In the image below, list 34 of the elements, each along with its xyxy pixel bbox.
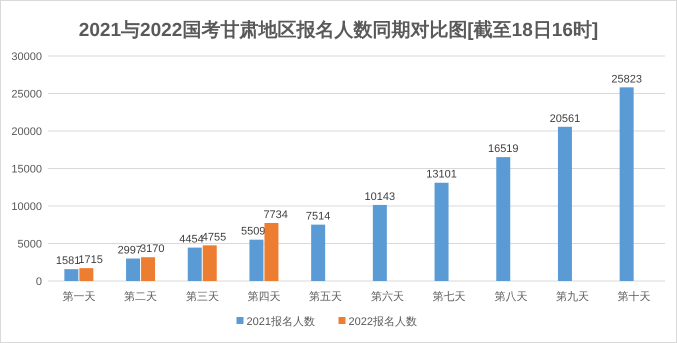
y-tick-label: 15000 <box>11 164 42 176</box>
data-label: 4454 <box>179 234 204 246</box>
x-tick-label: 第八天 <box>494 291 528 303</box>
data-label: 16519 <box>488 143 519 156</box>
x-tick-label: 第十天 <box>618 290 651 303</box>
x-tick-label: 第三天 <box>186 291 219 303</box>
chart-title: 2021与2022国考甘肃地区报名人数同期对比图[截至18日16时] <box>78 19 598 41</box>
y-tick-label: 10000 <box>11 201 42 213</box>
x-tick-label: 第六天 <box>370 290 404 303</box>
x-tick-label: 第五天 <box>309 291 342 303</box>
x-tick-label: 第四天 <box>247 291 280 303</box>
y-tick-label: 5000 <box>18 238 42 250</box>
data-label: 2997 <box>118 244 142 257</box>
x-tick-label: 第七天 <box>432 290 466 303</box>
data-label: 1581 <box>56 255 80 268</box>
x-tick-label: 第一天 <box>62 291 96 303</box>
x-tick-label: 第二天 <box>124 291 158 303</box>
data-label: 3170 <box>140 243 165 256</box>
data-label: 7514 <box>306 210 330 223</box>
data-label: 1715 <box>78 254 103 266</box>
legend-label: 2022报名人数 <box>348 316 417 328</box>
y-tick-label: 30000 <box>11 51 42 63</box>
data-label: 13101 <box>426 168 457 181</box>
data-label: 5509 <box>240 226 266 238</box>
data-label: 7734 <box>263 208 288 221</box>
data-label: 4755 <box>202 231 226 244</box>
data-label: 10143 <box>364 190 396 203</box>
legend-label: 2021报名人数 <box>246 316 315 328</box>
data-label: 25823 <box>611 73 642 86</box>
y-tick-label: 0 <box>36 276 42 288</box>
y-tick-label: 25000 <box>11 88 42 100</box>
y-tick-label: 20000 <box>11 126 42 138</box>
x-tick-label: 第九天 <box>556 290 589 303</box>
data-label: 20561 <box>550 112 580 125</box>
